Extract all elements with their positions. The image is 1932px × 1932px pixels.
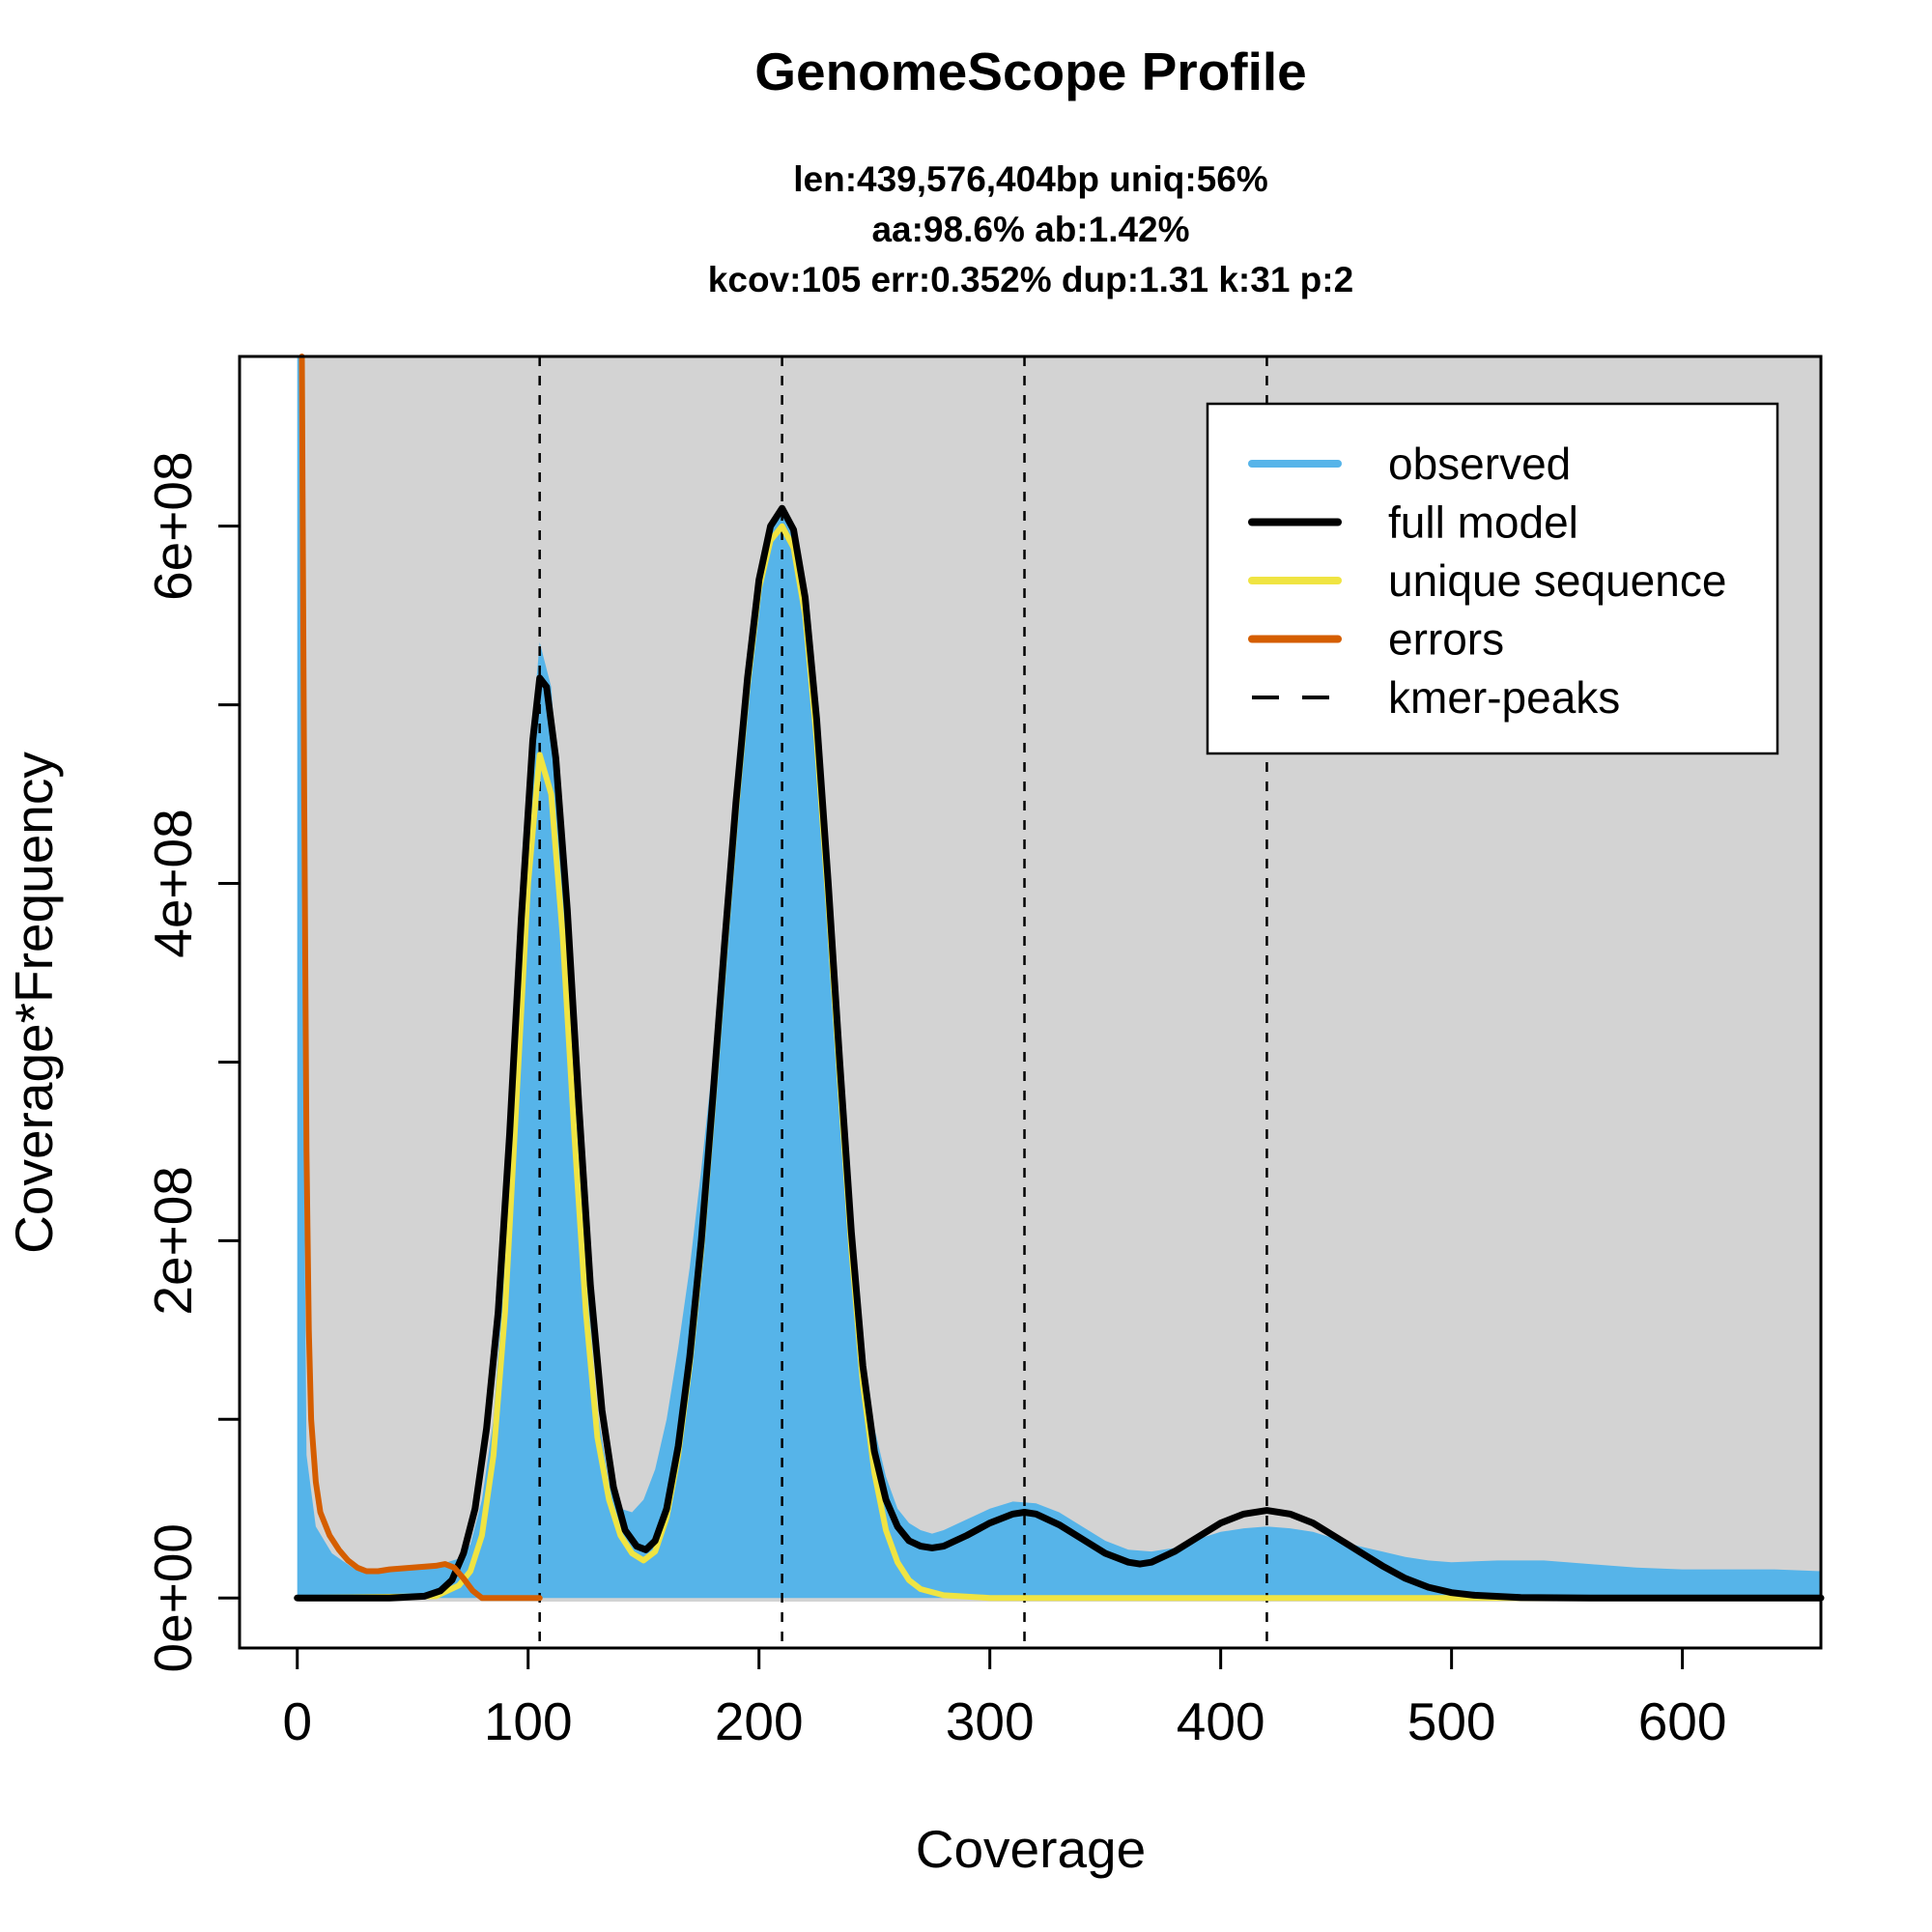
legend-label-observed: observed: [1388, 439, 1571, 489]
x-axis-label: Coverage: [916, 1819, 1146, 1879]
chart-subtitle-line-2: aa:98.6% ab:1.42%: [871, 210, 1189, 249]
y-axis-label: Coverage*Frequency: [4, 752, 64, 1254]
x-tick-label: 400: [1177, 1691, 1265, 1751]
chart-subtitle-line-3: kcov:105 err:0.352% dup:1.31 k:31 p:2: [708, 260, 1353, 299]
x-tick-label: 300: [946, 1691, 1035, 1751]
model-lines-group: [294, 354, 1825, 1602]
legend-label-kmer-peaks: kmer-peaks: [1388, 672, 1620, 723]
series-full-model-line: [294, 504, 1825, 1602]
x-axis: 0 100 200 300 400 500 600: [282, 1646, 1727, 1751]
y-tick-label: 4e+08: [143, 809, 203, 957]
legend-label-errors: errors: [1388, 614, 1504, 665]
chart-title: GenomeScope Profile: [754, 42, 1307, 101]
y-tick-label: 6e+08: [143, 451, 203, 600]
y-axis: 0e+00 2e+08 4e+08 6e+08: [143, 451, 242, 1672]
x-tick-label: 500: [1407, 1691, 1496, 1751]
x-tick-label: 600: [1638, 1691, 1727, 1751]
x-tick-label: 100: [484, 1691, 573, 1751]
series-errors-line: [298, 354, 543, 1602]
legend: observed full model unique sequence errors k…: [1206, 402, 1779, 755]
x-tick-label: 200: [715, 1691, 804, 1751]
x-tick-label: 0: [282, 1691, 312, 1751]
chart-subtitle-line-1: len:439,576,404bp uniq:56%: [793, 159, 1267, 199]
legend-label-unique-sequence: unique sequence: [1388, 555, 1726, 606]
legend-label-full-model: full model: [1388, 497, 1578, 548]
y-tick-label: 0e+00: [143, 1523, 203, 1672]
y-tick-label: 2e+08: [143, 1166, 203, 1315]
